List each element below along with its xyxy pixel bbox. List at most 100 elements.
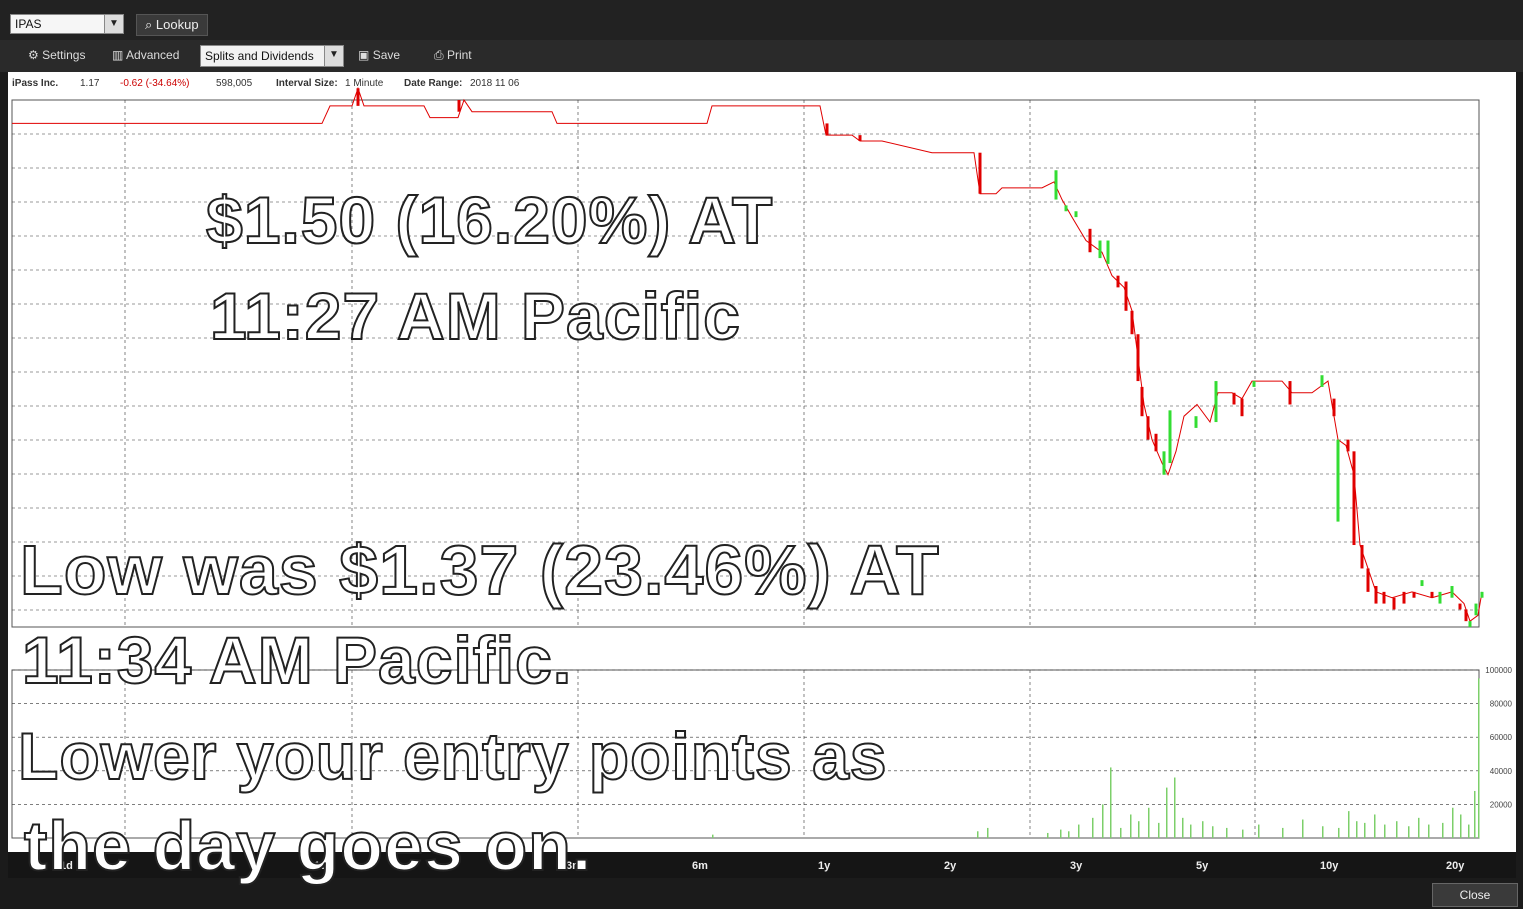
candle [1464,609,1468,622]
interval-value: 1 Minute [345,78,384,89]
splits-dividends-select[interactable]: Splits and Dividends ▼ [200,45,344,67]
candle [1346,439,1350,452]
candle [1162,451,1166,475]
candle [1124,281,1128,311]
candle [1336,439,1340,522]
candle [1412,591,1416,598]
overlay-line-4: 11:34 AM Pacific. [21,622,573,698]
candle [1360,545,1364,569]
save-icon: ▣ [358,48,370,62]
candle [457,100,461,112]
toolbar-row-top [0,0,1523,40]
volume-bar [1166,787,1168,838]
advanced-button[interactable]: ▥ Advanced [112,48,179,62]
chevron-down-icon[interactable]: ▼ [324,46,343,66]
overlay-line-6: the day goes on. [23,806,593,886]
candle [1332,398,1336,417]
candle [1194,416,1198,428]
close-button[interactable]: Close [1432,883,1518,907]
candle [1088,228,1092,253]
chart-grid [11,99,1480,839]
advanced-label: Advanced [126,48,180,62]
volume-bar [1442,822,1444,838]
overlay-line-5: Lower your entry points as [17,718,888,794]
chart-icon: ▥ [112,48,124,62]
candle [1288,381,1292,405]
settings-button[interactable]: ⚙ Settings [28,48,85,62]
splits-select-value: Splits and Dividends [205,49,314,63]
volume-bar [1120,827,1122,838]
candle [1438,591,1442,604]
timeframe-bar [8,852,1516,878]
candle [1154,433,1158,452]
chevron-down-icon[interactable]: ▼ [104,15,123,33]
overlay-line-2: 11:27 AM Pacific [209,278,741,354]
interval-label: Interval Size: [276,78,338,89]
timeframe-3y[interactable]: 3y [1070,860,1083,872]
candle [1392,597,1396,610]
candle [1214,381,1218,423]
candle [1168,410,1172,464]
volume-bar [1060,829,1062,838]
volume-bar [1322,826,1324,838]
candle [1320,375,1324,387]
company-name: iPass Inc. [12,78,59,89]
timeframe-2y[interactable]: 2y [944,860,957,872]
printer-icon: ⎙ [434,48,444,62]
candle [1468,621,1472,627]
volume-total: 598,005 [216,78,253,89]
volume-bar [1428,824,1430,838]
save-label: Save [372,48,401,62]
timeframe-10y[interactable]: 10y [1320,860,1339,872]
volume-bar [1158,822,1160,838]
date-range-label: Date Range: [404,78,463,89]
candle [1232,392,1236,405]
volume-bar [1092,817,1094,838]
volume-bar [1148,807,1150,838]
save-button[interactable]: ▣ Save [358,48,400,62]
candle [1240,398,1244,417]
gear-icon: ⚙ [28,48,39,62]
volume-bar [1202,821,1204,838]
symbol-value: IPAS [15,17,42,31]
symbol-input[interactable]: IPAS ▼ [10,14,124,34]
candle [1140,386,1144,417]
timeframe-5y[interactable]: 5y [1196,860,1209,872]
volume-tick-label: 40000 [1490,767,1513,776]
volume-bar [1078,824,1080,838]
volume-bar [1068,831,1070,838]
volume-bar [1226,827,1228,838]
print-button[interactable]: ⎙ Print [434,48,472,63]
overlay-line-3: Low was $1.37 (23.46%) AT [19,530,940,610]
volume-bar [1110,767,1112,838]
volume-bar [1364,822,1366,838]
timeframe-6m[interactable]: 6m [692,860,708,872]
candle [1366,568,1370,592]
candle [1064,205,1068,212]
volume-bar [1408,826,1410,838]
volume-bar [977,831,979,838]
timeframe-20y[interactable]: 20y [1446,860,1465,872]
print-label: Print [446,48,472,62]
timeframe-1d[interactable]: 1d [60,860,73,872]
timeframe-1y[interactable]: 1y [818,860,831,872]
volume-bar [1138,821,1140,838]
volume-bar [1190,824,1192,838]
volume-bar [1102,804,1104,838]
candle [1130,310,1134,335]
timeframe-10d[interactable]: 10d [314,860,333,872]
volume-bar [987,827,989,838]
candle [1374,586,1378,604]
candle-series [356,88,1484,627]
volume-bar [1356,821,1358,838]
candle [1382,591,1386,604]
timeframe-3m[interactable]: 3m [566,860,582,872]
candle [1480,591,1484,598]
candle [825,123,829,136]
volume-tick-label: 60000 [1490,733,1513,742]
candle [1352,451,1356,546]
lookup-button[interactable]: ⌕ Lookup [136,14,208,36]
candle [1474,603,1478,616]
volume-bar [712,834,714,838]
